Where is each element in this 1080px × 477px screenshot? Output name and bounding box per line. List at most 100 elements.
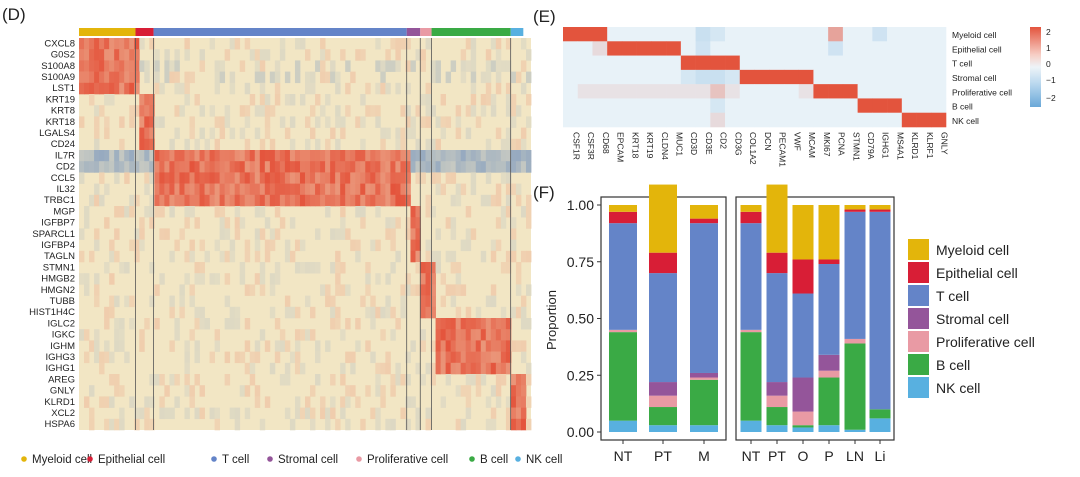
- heatmap-cell: [99, 172, 105, 184]
- heatmap-cell: [274, 94, 281, 106]
- heatmap-cell: [214, 407, 221, 420]
- heatmap-cell: [455, 273, 462, 285]
- heatmap-cell: [495, 239, 502, 252]
- heatmap-cell: [194, 374, 200, 386]
- heatmap-cell: [94, 329, 100, 341]
- heatmap-cell: [430, 262, 436, 274]
- marker-cell: [813, 69, 829, 85]
- heatmap-cell: [500, 138, 507, 151]
- gene-label: KRT18: [46, 117, 75, 128]
- heatmap-cell: [179, 82, 185, 95]
- heatmap-cell: [405, 284, 411, 296]
- bar-segment: [766, 252, 788, 274]
- heatmap-cell: [440, 318, 447, 330]
- heatmap-cell: [109, 295, 115, 308]
- heatmap-cell: [224, 273, 231, 285]
- heatmap-cell: [365, 385, 371, 397]
- heatmap-cell: [179, 172, 185, 184]
- heatmap-cell: [370, 295, 376, 308]
- heatmap-cell: [510, 396, 517, 408]
- heatmap-cell: [269, 362, 276, 375]
- marker-cell: [739, 112, 755, 128]
- gene-label: LGALS4: [39, 128, 75, 139]
- heatmap-cell: [159, 161, 165, 173]
- legend-label: Stromal cell: [278, 454, 338, 466]
- heatmap-cell: [510, 418, 517, 431]
- heatmap-cell: [244, 362, 251, 375]
- heatmap-cell: [279, 217, 286, 229]
- marker-cell: [607, 84, 623, 99]
- heatmap-cell: [335, 161, 341, 173]
- heatmap-cell: [139, 150, 145, 162]
- heatmap-cell: [84, 49, 90, 61]
- heatmap-cell: [470, 82, 477, 95]
- heatmap-cell: [465, 396, 472, 408]
- marker-cell: [842, 41, 858, 56]
- heatmap-cell: [154, 284, 160, 296]
- heatmap-cell: [134, 418, 140, 431]
- heatmap-cell: [345, 418, 351, 431]
- heatmap-cell: [315, 351, 321, 364]
- gene-label: SPARCL1: [32, 229, 75, 240]
- heatmap-cell: [390, 60, 396, 72]
- marker-cell: [695, 27, 711, 42]
- heatmap-cell: [315, 172, 321, 184]
- marker-cell: [857, 112, 873, 128]
- marker-cell: [901, 55, 917, 71]
- heatmap-cell: [244, 318, 251, 330]
- heatmap-cell: [340, 329, 346, 341]
- heatmap-cell: [415, 206, 421, 218]
- heatmap-cell: [330, 407, 336, 420]
- heatmap-cell: [289, 150, 296, 162]
- heatmap-cell: [375, 374, 381, 386]
- col-label: DCN: [763, 132, 773, 150]
- heatmap-cell: [465, 228, 472, 240]
- heatmap-cell: [525, 318, 532, 330]
- marker-cell: [769, 41, 785, 56]
- heatmap-cell: [94, 49, 100, 61]
- heatmap-cell: [415, 49, 421, 61]
- heatmap-cell: [274, 194, 281, 207]
- heatmap-cell: [450, 217, 457, 229]
- heatmap-cell: [520, 150, 527, 162]
- heatmap-cell: [189, 161, 195, 173]
- heatmap-cell: [525, 71, 532, 84]
- heatmap-cell: [380, 306, 386, 319]
- heatmap-cell: [189, 71, 195, 84]
- marker-cell: [739, 55, 755, 71]
- heatmap-cell: [505, 262, 512, 274]
- heatmap-cell: [174, 396, 180, 408]
- heatmap-cell: [505, 138, 512, 151]
- heatmap-cell: [264, 340, 271, 352]
- heatmap-cell: [84, 206, 90, 218]
- heatmap-cell: [189, 295, 195, 308]
- heatmap-cell: [505, 150, 512, 162]
- heatmap-cell: [320, 183, 326, 196]
- heatmap-cell: [199, 306, 205, 319]
- heatmap-cell: [455, 418, 462, 431]
- marker-cell: [783, 27, 799, 42]
- heatmap-cell: [84, 284, 90, 296]
- heatmap-cell: [425, 418, 431, 431]
- legend-dot-bcell: [469, 456, 475, 462]
- heatmap-cell: [485, 329, 492, 341]
- heatmap-cell: [385, 127, 391, 140]
- heatmap-cell: [174, 49, 180, 61]
- heatmap-cell: [410, 340, 416, 352]
- heatmap-cell: [505, 340, 512, 352]
- heatmap-cell: [515, 396, 522, 408]
- heatmap-cell: [149, 94, 155, 106]
- heatmap-cell: [244, 150, 251, 162]
- bar-segment: [792, 293, 814, 378]
- heatmap-cell: [490, 362, 497, 375]
- heatmap-cell: [284, 161, 291, 173]
- heatmap-cell: [224, 295, 231, 308]
- heatmap-cell: [299, 362, 306, 375]
- marker-cell: [887, 27, 903, 42]
- heatmap-cell: [254, 340, 261, 352]
- heatmap-cell: [520, 127, 527, 140]
- legend-label: Proliferative cell: [367, 454, 448, 466]
- heatmap-cell: [405, 183, 411, 196]
- heatmap-cell: [330, 161, 336, 173]
- heatmap-cell: [189, 239, 195, 252]
